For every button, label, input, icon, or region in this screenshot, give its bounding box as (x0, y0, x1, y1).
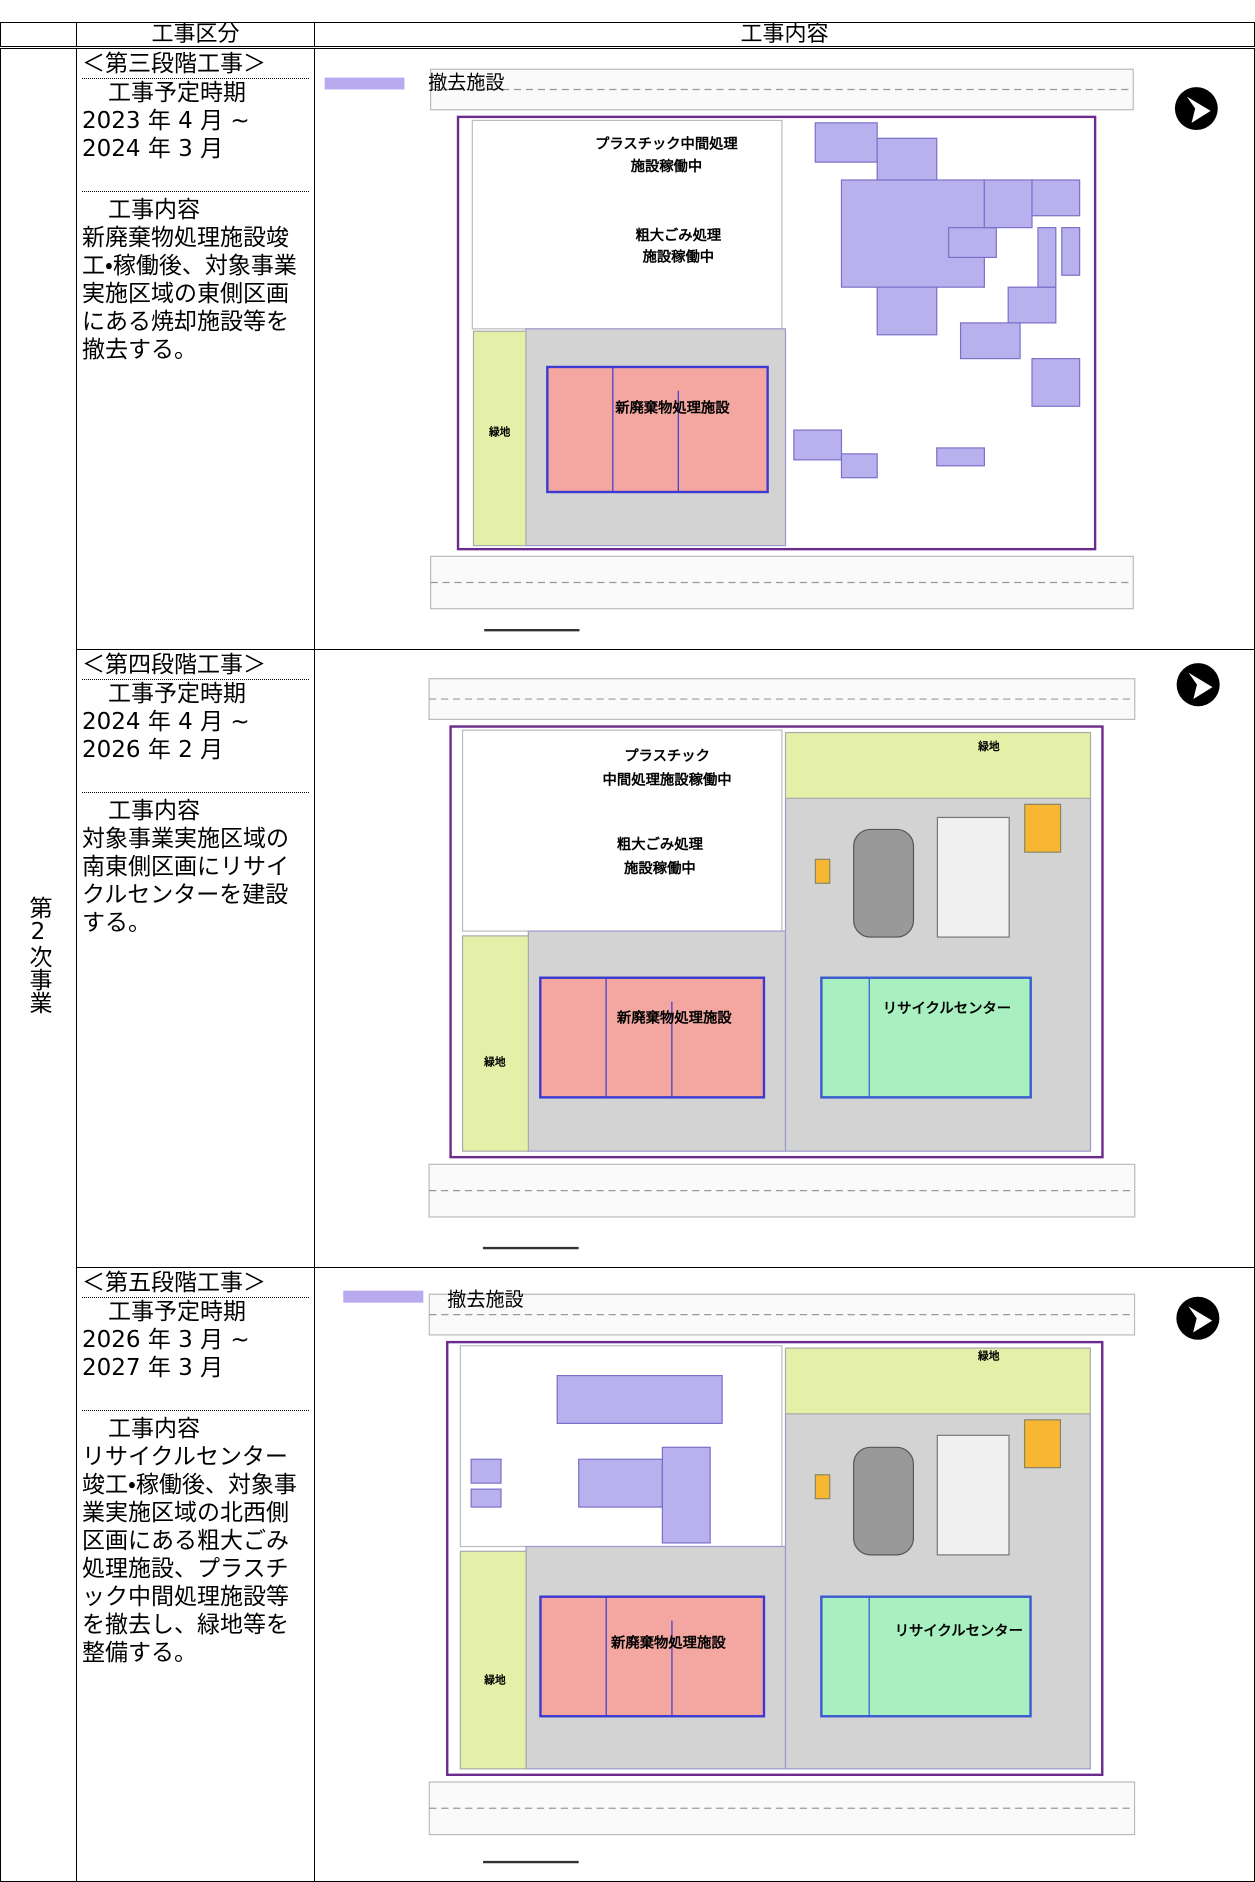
existing-area (471, 119, 783, 330)
facility (814, 1474, 831, 1500)
parking (936, 816, 1010, 938)
period-label: 工事予定時期 (108, 681, 246, 707)
plan-label: リサイクルセンター (895, 1622, 1023, 1639)
new-facility (539, 1595, 766, 1718)
parking (936, 1434, 1010, 1556)
content: 対象事業実施区域の南東側区画にリサイクルセンターを建設する。 (82, 826, 289, 936)
removed-facility (1031, 358, 1081, 407)
plan-label: 緑地 (977, 740, 1000, 753)
north-arrow-tip (1188, 672, 1213, 700)
plan-label: リサイクルセンター (883, 1000, 1011, 1017)
plan-label: 粗大ごみ処理 (635, 226, 721, 244)
gap (82, 1382, 309, 1411)
green-area (784, 731, 1092, 799)
period: 2026 年 3 月 ~ (82, 1327, 250, 1353)
removed-facility (936, 447, 985, 467)
plan-label: 緑地 (488, 425, 511, 438)
plan-label: 施設稼働中 (624, 859, 696, 877)
removed-facility (948, 227, 997, 258)
green-area (459, 1550, 527, 1770)
pit (853, 1446, 914, 1556)
period: 2026 年 2 月 (82, 737, 224, 763)
plan-label: 施設稼働中 (643, 247, 714, 265)
legend-label: 撤去施設 (447, 1288, 523, 1311)
stage-title: ＜第三段階工事＞ (82, 50, 309, 79)
new-facility (539, 976, 766, 1099)
removed-facility (661, 1446, 711, 1544)
stage-text: ＜第四段階工事＞ 工事予定時期 2024 年 4 月 ~2026 年 2 月工事内容… (76, 649, 315, 939)
removed-facility (983, 179, 1033, 229)
pit (853, 828, 915, 938)
removed-facility (793, 429, 843, 461)
plan-label: プラスチック (624, 747, 710, 764)
gap (82, 764, 309, 793)
removed-facility (876, 286, 938, 336)
plan-label: 施設稼働中 (631, 157, 702, 175)
removed-facility (1061, 227, 1081, 276)
legend-swatch (343, 1290, 424, 1303)
content-label: 工事内容 (108, 1416, 200, 1442)
north-arrow-tip (1186, 96, 1211, 123)
legend-label: 撤去施設 (428, 72, 504, 94)
period: 2023 年 4 月 ~ (82, 108, 250, 134)
stage-title: ＜第四段階工事＞ (82, 651, 309, 680)
header-cell: 工事内容 (314, 22, 1255, 47)
content-label: 工事内容 (108, 798, 200, 824)
plan-label: 粗大ごみ処理 (617, 835, 704, 853)
period: 2024 年 3 月 (82, 136, 224, 162)
stage-text: ＜第三段階工事＞ 工事予定時期 2023 年 4 月 ~2024 年 3 月工事内容… (76, 48, 315, 366)
facility (1023, 1419, 1062, 1469)
removed-facility (1007, 286, 1057, 324)
removed-facility (840, 453, 878, 479)
removed-facility (470, 1488, 502, 1508)
north-arrow-tip (1188, 1306, 1213, 1333)
plan-label: 新廃棄物処理施設 (616, 1008, 732, 1026)
plan-label: 緑地 (483, 1673, 506, 1686)
plan-label: 中間処理施設稼働中 (603, 770, 732, 788)
period: 2024 年 4 月 ~ (82, 709, 250, 735)
removed-facility (1037, 227, 1057, 288)
site-boundary (449, 725, 1104, 1159)
period-label: 工事予定時期 (108, 80, 246, 106)
header-empty (0, 22, 77, 47)
legend-swatch (324, 77, 405, 90)
green-area (461, 935, 529, 1152)
removed-facility (578, 1458, 663, 1508)
recycle-center (820, 976, 1032, 1099)
stage-title: ＜第五段階工事＞ (82, 1269, 309, 1298)
removed-facility (556, 1374, 723, 1424)
green-area (472, 330, 527, 547)
plan-label: プラスチック中間処理 (595, 134, 738, 152)
recycle-center (820, 1595, 1032, 1718)
new-facility (546, 365, 769, 494)
green-area (784, 1347, 1091, 1415)
site-boundary (446, 1340, 1104, 1777)
content-label: 工事内容 (108, 197, 200, 223)
removed-facility (959, 322, 1021, 360)
removed-facility (1031, 179, 1081, 217)
phase-label: 第2次事業 (25, 896, 51, 1014)
gap (82, 163, 309, 192)
header-cell: 工事区分 (76, 22, 315, 47)
plan-label: 緑地 (483, 1056, 506, 1069)
content: リサイクルセンター竣工・稼働後、対象事業実施区域の北西側区画にある粗大ごみ処理施… (82, 1444, 297, 1666)
site-boundary (456, 115, 1097, 551)
plan-label: 新廃棄物処理施設 (610, 1633, 726, 1651)
plan-label: 新廃棄物処理施設 (614, 399, 730, 417)
plan-label: 緑地 (977, 1349, 1000, 1362)
existing-area (461, 729, 783, 932)
removed-facility (814, 122, 878, 163)
content: 新廃棄物処理施設竣工・稼働後、対象事業実施区域の東側区画にある焼却施設等を撤去す… (82, 225, 297, 363)
removed-facility (876, 137, 938, 181)
stage-text: ＜第五段階工事＞ 工事予定時期 2026 年 3 月 ~2027 年 3 月工事内容… (76, 1267, 315, 1669)
period: 2027 年 3 月 (82, 1355, 224, 1381)
facility (1024, 803, 1062, 853)
facility (814, 858, 831, 884)
removed-facility (470, 1458, 502, 1484)
period-label: 工事予定時期 (108, 1299, 246, 1325)
